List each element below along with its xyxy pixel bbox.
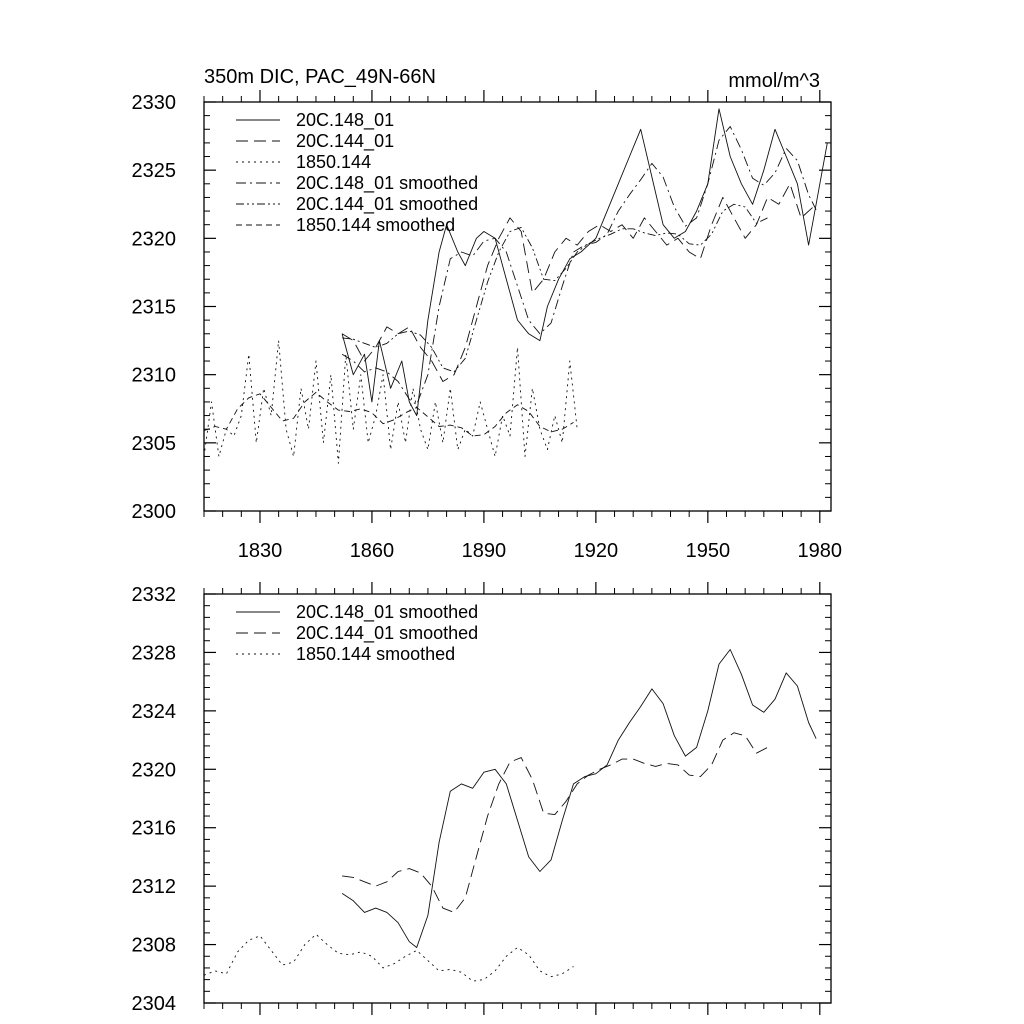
y-tick-label: 2325	[132, 160, 177, 182]
series-line-1850-144-smoothed	[203, 391, 574, 437]
y-tick-label: 2305	[132, 433, 177, 455]
legend-label: 20C.144_01	[296, 131, 394, 152]
y-tick-label: 2304	[132, 993, 177, 1015]
legend-label: 20C.148_01 smoothed	[296, 602, 478, 623]
y-tick-label: 2330	[132, 92, 177, 114]
legend-label: 1850.144	[296, 152, 371, 172]
legend-label: 1850.144 smoothed	[296, 644, 455, 664]
x-tick-label: 1860	[350, 540, 395, 562]
y-tick-label: 2308	[132, 935, 177, 957]
bottom-series	[203, 649, 817, 982]
y-tick-label: 2320	[132, 759, 177, 781]
series-line-20c-148-01-smoothed	[341, 649, 817, 948]
series-line-20c-144-01-smoothed	[342, 203, 768, 373]
y-tick-label: 2300	[132, 501, 177, 523]
bottom-y-tick-labels: 2304 2308 2312 2316 2320 2324 2328 2332	[132, 584, 177, 1015]
series-line-20c-148-01	[341, 108, 828, 417]
series-line-20c-144-01	[341, 183, 817, 382]
series-line-1850-144	[203, 340, 578, 464]
y-tick-label: 2320	[132, 228, 177, 250]
x-tick-label: 1920	[574, 540, 619, 562]
y-tick-label: 2310	[132, 365, 177, 387]
x-tick-label: 1980	[798, 540, 843, 562]
y-tick-label: 2312	[132, 876, 177, 898]
legend-label: 20C.148_01 smoothed	[296, 173, 478, 194]
legend-label: 20C.148_01	[296, 110, 394, 131]
legend-label: 20C.144_01 smoothed	[296, 623, 478, 644]
series-line-20c-144-01-smoothed	[342, 732, 768, 913]
x-tick-label: 1890	[462, 540, 507, 562]
legend-label: 1850.144 smoothed	[296, 215, 455, 235]
y-tick-label: 2332	[132, 584, 177, 606]
series-line-1850-144-smoothed	[203, 933, 574, 982]
x-tick-label: 1950	[686, 540, 731, 562]
y-tick-label: 2315	[132, 297, 177, 319]
chart-title: 350m DIC, PAC_49N-66N	[204, 66, 436, 88]
x-tick-label: 1830	[238, 540, 283, 562]
top-plot-frame	[203, 101, 832, 512]
top-y-tick-labels: 2300 2305 2310 2315 2320 2325 2330	[132, 92, 177, 523]
y-tick-label: 2328	[132, 642, 177, 664]
units-label: mmol/m^3	[728, 70, 820, 92]
y-tick-label: 2316	[132, 818, 177, 840]
y-tick-label: 2324	[132, 701, 177, 723]
bottom-plot-frame	[203, 593, 832, 1004]
top-x-tick-labels: 1830 1860 1890 1920 1950 1980	[238, 540, 842, 562]
legend-label: 20C.144_01 smoothed	[296, 194, 478, 215]
series-line-20c-148-01-smoothed	[341, 126, 817, 406]
top-series	[203, 108, 828, 464]
